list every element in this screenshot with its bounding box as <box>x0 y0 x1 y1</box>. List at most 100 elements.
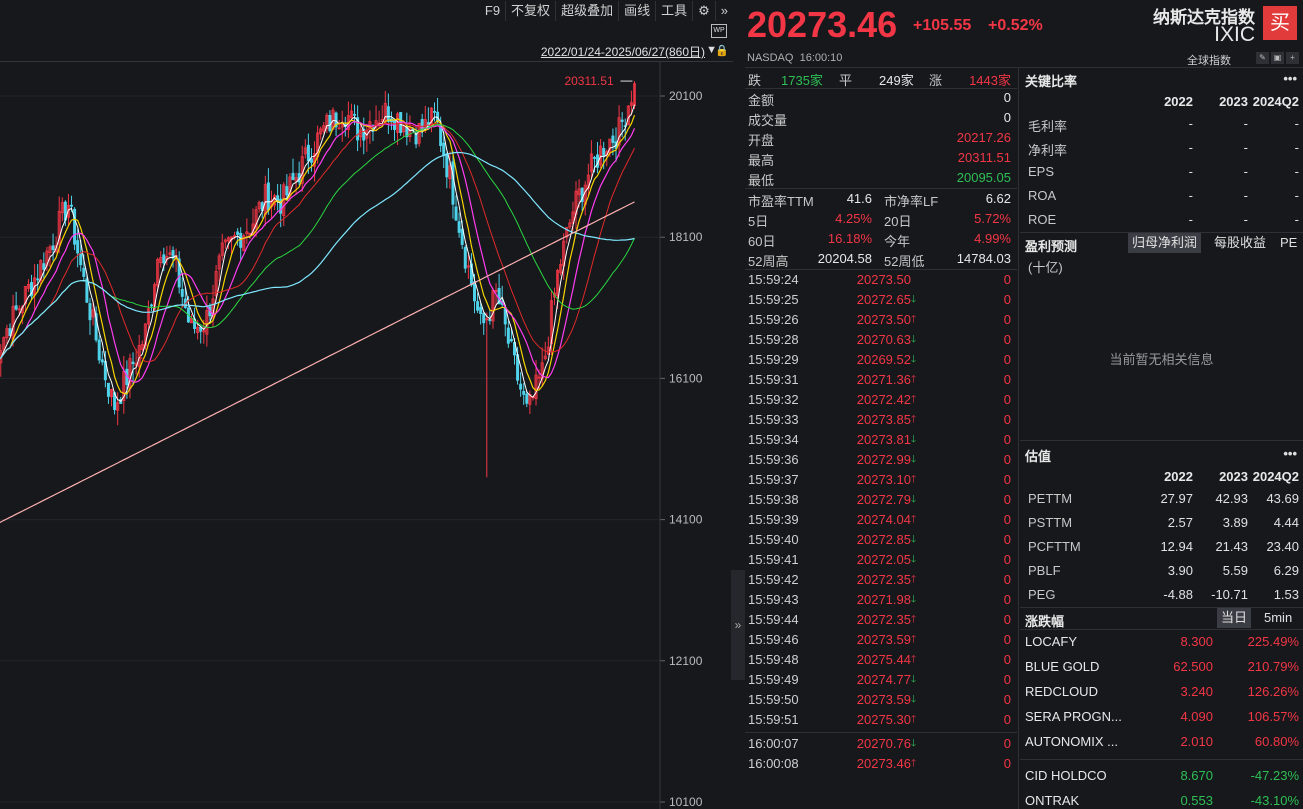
tick-price: 20273.50 <box>856 272 911 287</box>
candle-body <box>205 310 209 335</box>
candlestick-chart[interactable]: 20100 18100 16100 14100 12100 10100 20311.51 <box>0 62 733 809</box>
tab-eps[interactable]: 每股收益 <box>1214 235 1267 250</box>
tick-row: 15:59:31 20271.36 🡑 0 <box>745 370 1017 390</box>
tick-volume: 0 <box>1003 292 1011 307</box>
stat-label: 金额 <box>748 93 775 108</box>
candle-body <box>39 260 43 282</box>
tick-row: 15:59:34 20273.81 🡓 0 <box>745 430 1017 450</box>
tick-time: 15:59:37 <box>748 472 799 487</box>
candle-body <box>14 305 18 310</box>
ratio-value: 4.25% <box>835 211 872 226</box>
caret-down-icon[interactable]: ▼ <box>706 44 717 56</box>
candle-body <box>131 361 135 364</box>
down-label: 跌 <box>748 73 762 88</box>
tick-volume: 0 <box>1003 312 1011 327</box>
ratio-label: 市盈率TTM <box>748 194 814 209</box>
candle-body <box>374 120 378 128</box>
candle-body <box>451 161 455 205</box>
tab-net-profit[interactable]: 归母净利润 <box>1128 233 1202 253</box>
tick-time: 15:59:48 <box>748 652 799 667</box>
mover-row[interactable]: ONTRAK 0.553 -43.10% <box>1020 789 1303 809</box>
tick-volume: 0 <box>1003 472 1011 487</box>
overlay-button[interactable]: 超级叠加 <box>555 1 618 21</box>
double-chevron-right-icon[interactable]: » <box>714 1 733 21</box>
no-adjust-button[interactable]: 不复权 <box>505 1 555 21</box>
date-range-link[interactable]: 2022/01/24-2025/06/27(860日) <box>540 45 705 59</box>
mover-row[interactable]: CID HOLDCO 8.670 -47.23% <box>1020 764 1303 789</box>
candle-body <box>479 306 483 314</box>
mover-row[interactable]: LOCAFY 8.300 225.49% <box>1020 630 1303 655</box>
tick-volume: 0 <box>1003 572 1011 587</box>
draw-line-button[interactable]: 画线 <box>618 1 655 21</box>
tab-5min[interactable]: 5min <box>1264 610 1293 625</box>
ratio-label: 5日 <box>748 214 769 229</box>
tick-time: 15:59:42 <box>748 572 799 587</box>
mover-row[interactable]: REDCLOUD 3.240 126.26% <box>1020 680 1303 705</box>
stats-column: 跌 1735家 平 249家 涨 1443家 金额 0 成交量 0 开盘 20217.26… <box>745 68 1019 809</box>
lock-icon[interactable]: ▣ <box>1271 52 1284 64</box>
tick-price: 20274.04 <box>856 512 911 527</box>
tab-pe[interactable]: PE <box>1280 235 1298 250</box>
edit-icon[interactable]: ✎ <box>1256 52 1269 64</box>
index-code: IXIC <box>1214 23 1255 46</box>
candle-body <box>319 128 323 135</box>
tick-volume: 0 <box>1003 272 1011 287</box>
f9-button[interactable]: F9 <box>484 3 501 18</box>
last-price: 20273.46 <box>747 4 898 45</box>
more-icon[interactable]: ••• <box>1283 446 1297 461</box>
candle-body <box>417 122 421 144</box>
metric-value: - <box>1188 188 1193 203</box>
tick-row: 15:59:26 20273.50 🡑 0 <box>745 310 1017 330</box>
tick-volume: 0 <box>1003 352 1011 367</box>
tab-today[interactable]: 当日 <box>1217 608 1252 628</box>
lock-icon[interactable]: 🔒 <box>715 45 729 57</box>
metric-label: PETTM <box>1028 491 1073 506</box>
more-icon[interactable]: ••• <box>1283 71 1297 86</box>
candle-body <box>88 303 92 321</box>
mover-row[interactable]: SERA PROGN... 4.090 106.57% <box>1020 705 1303 730</box>
metric-value: -4.88 <box>1163 587 1193 602</box>
tick-volume: 0 <box>1003 592 1011 607</box>
metric-value: 12.94 <box>1160 539 1193 554</box>
buy-button[interactable]: 买 <box>1263 6 1297 40</box>
candle-body <box>602 148 606 156</box>
metric-value: 42.93 <box>1215 491 1248 506</box>
candle-body <box>196 327 200 333</box>
candle-body <box>94 313 98 341</box>
tick-volume: 0 <box>1003 512 1011 527</box>
tick-row: 15:59:48 20275.44 🡑 0 <box>745 650 1017 670</box>
metric-value: 1.53 <box>1273 587 1299 602</box>
wp-badge-icon[interactable]: WP <box>711 24 727 38</box>
tick-volume: 0 <box>1003 452 1011 467</box>
metric-value: 43.69 <box>1266 491 1299 506</box>
candle-body <box>100 359 104 363</box>
up-count: 1443家 <box>969 73 1011 88</box>
tick-row: 15:59:44 20272.35 🡑 0 <box>745 610 1017 630</box>
metric-value: - <box>1188 212 1193 227</box>
candle-body <box>73 208 77 245</box>
tools-button[interactable]: 工具 <box>655 1 692 21</box>
tick-price: 20275.30 <box>856 712 911 727</box>
tick-price: 20272.42 <box>856 392 911 407</box>
arrow-down-icon: 🡓 <box>911 738 917 749</box>
tick-time: 15:59:41 <box>748 552 799 567</box>
collapse-handle-icon[interactable]: » <box>731 570 745 680</box>
candle-body <box>337 127 341 130</box>
plus-icon[interactable]: + <box>1286 52 1299 64</box>
tick-volume: 0 <box>1003 332 1011 347</box>
metric-value: - <box>1294 116 1299 131</box>
ratio-label: 市净率LF <box>884 194 939 209</box>
kline-chart-panel[interactable]: F9 不复权 超级叠加 画线 工具 ⚙ » WP 2022/01/24-2025… <box>0 0 733 809</box>
arrow-down-icon: 🡓 <box>911 674 917 685</box>
gear-icon[interactable]: ⚙ <box>692 1 715 21</box>
metric-value: - <box>1294 140 1299 155</box>
mover-row[interactable]: BLUE GOLD 62.500 210.79% <box>1020 655 1303 680</box>
global-index-link[interactable]: 全球指数 <box>1187 55 1231 67</box>
metric-label: PEG <box>1028 587 1056 602</box>
metric-label: ROE <box>1028 212 1057 227</box>
metric-value: - <box>1188 140 1193 155</box>
tick-time: 15:59:38 <box>748 492 799 507</box>
candle-body <box>76 240 80 254</box>
empty-message: 当前暂无相关信息 <box>1109 352 1214 367</box>
mover-row[interactable]: AUTONOMIX ... 2.010 60.80% <box>1020 730 1303 755</box>
